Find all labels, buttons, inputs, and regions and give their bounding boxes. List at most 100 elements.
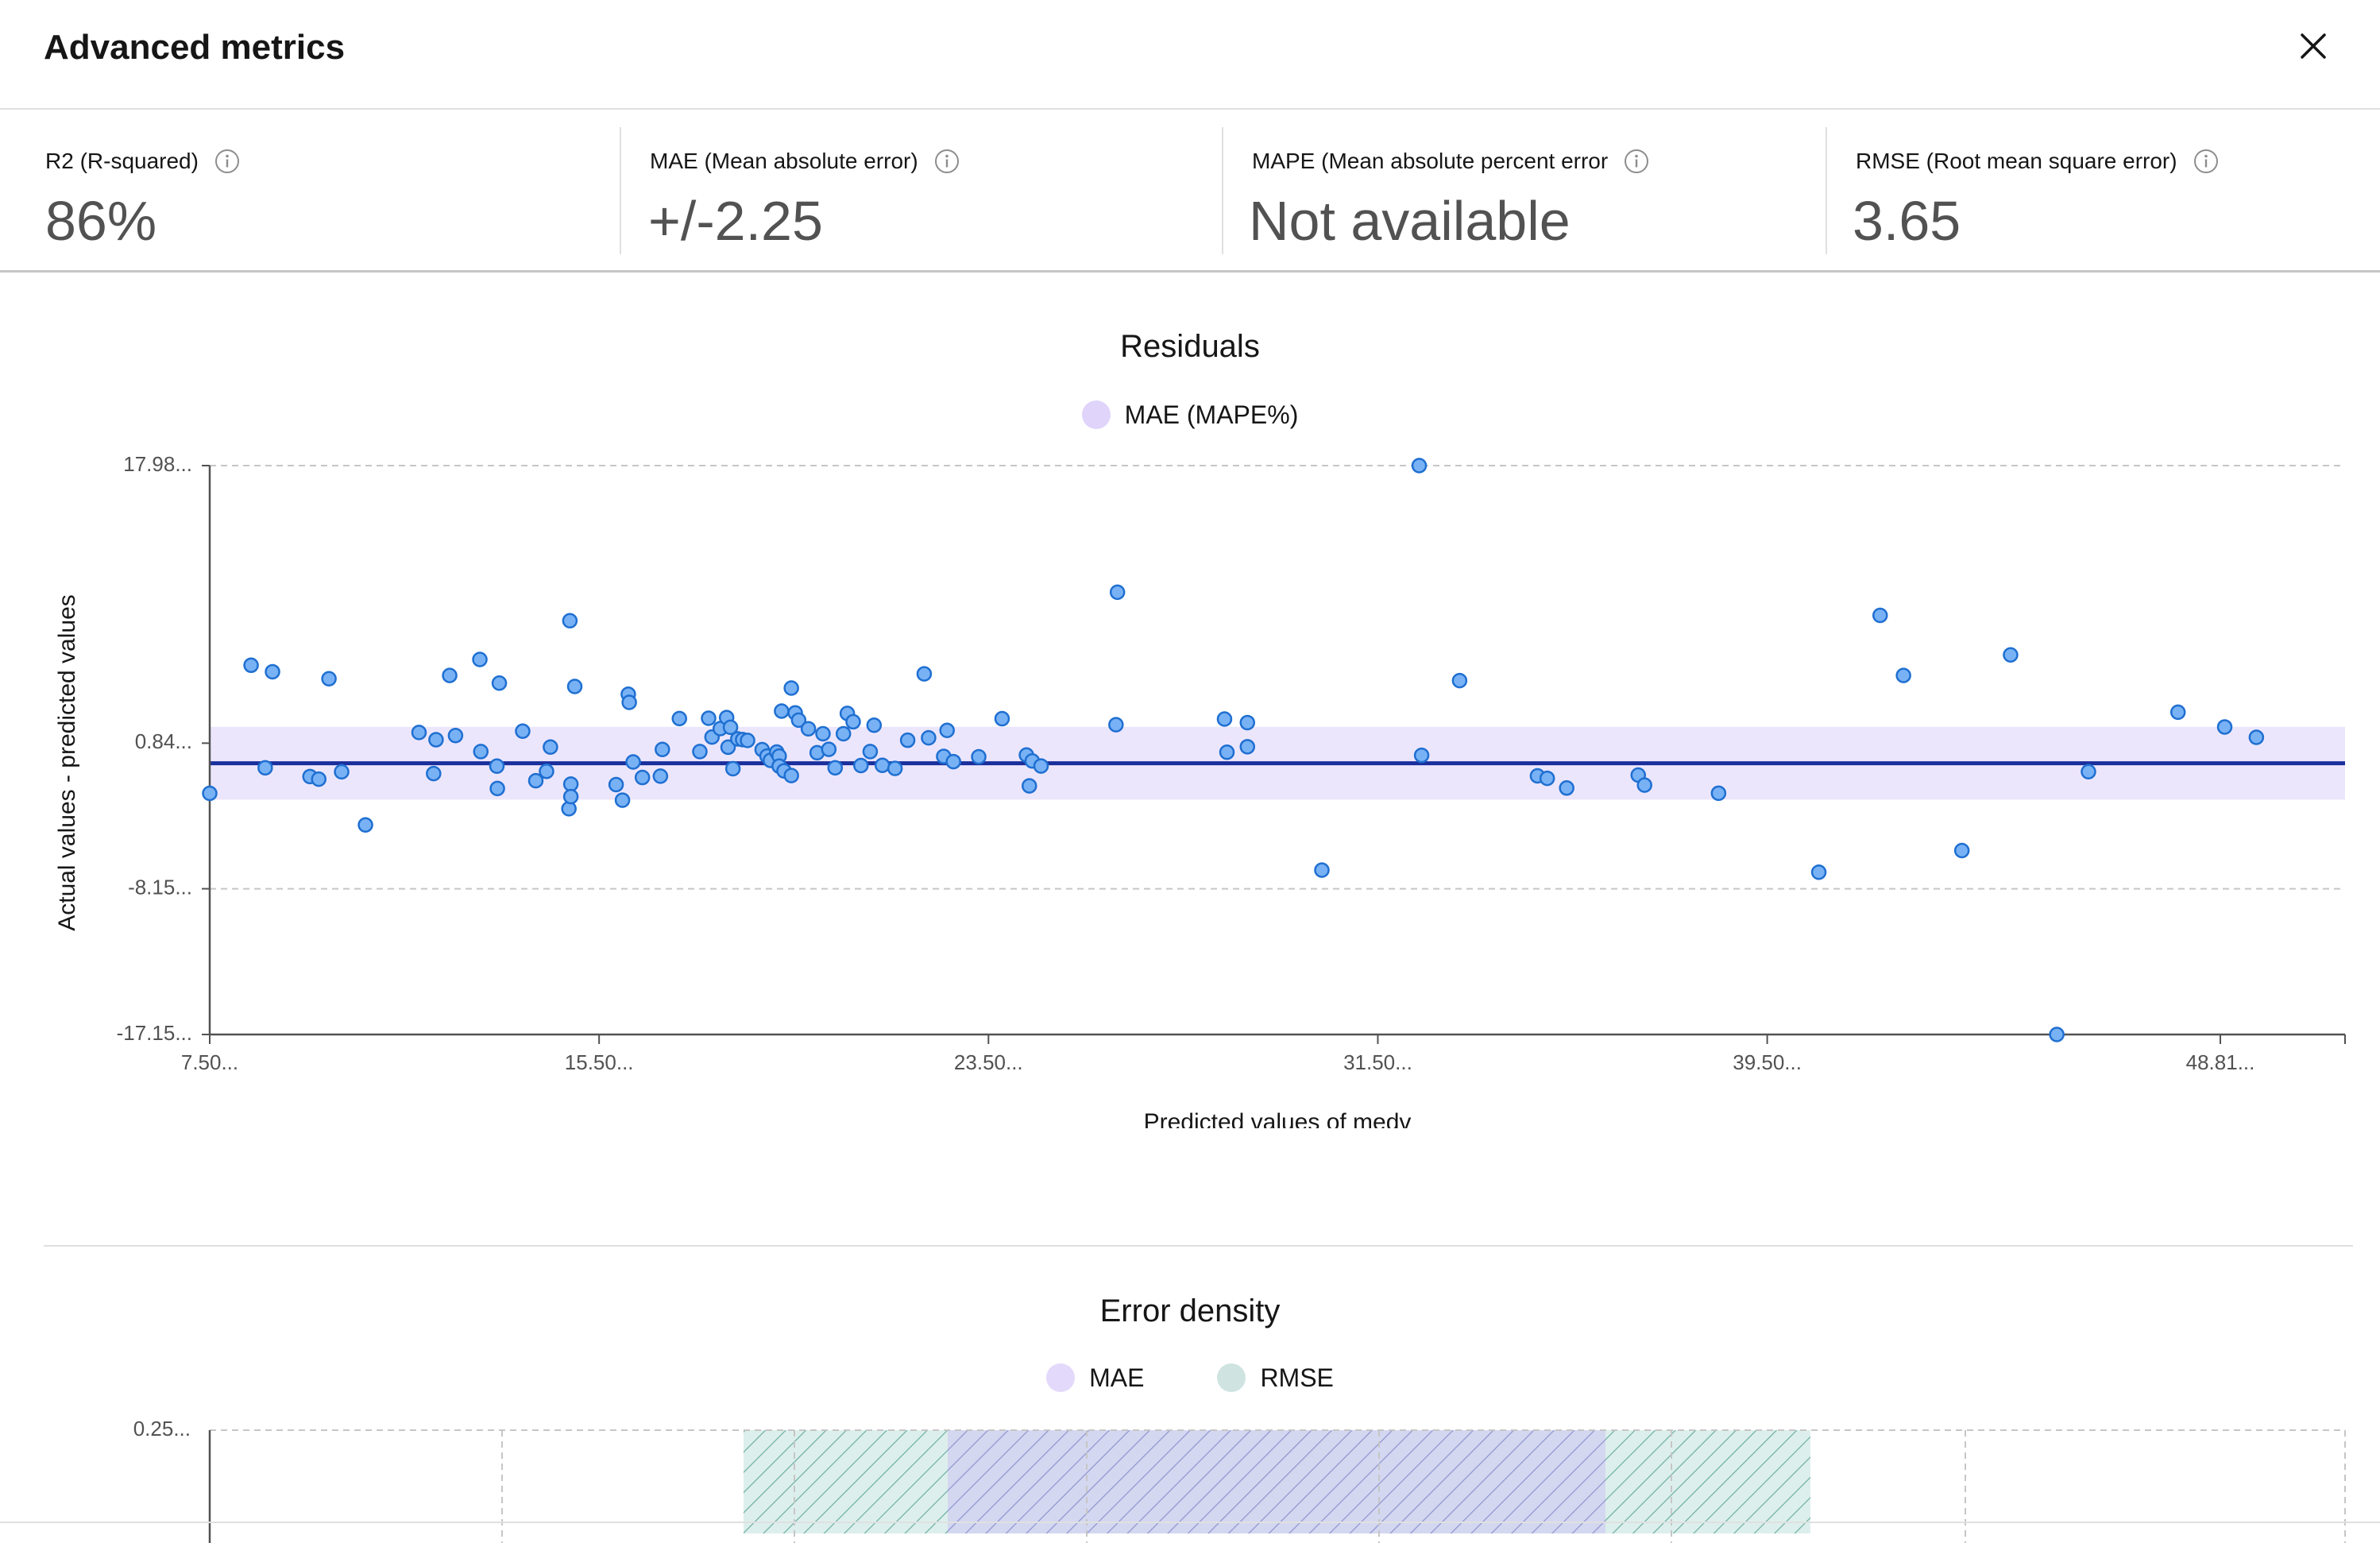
residual-point (972, 750, 986, 764)
metric-value: 3.65 (1853, 189, 1961, 253)
x-tick-label: 7.50... (181, 1050, 238, 1074)
residual-point (1412, 459, 1426, 473)
residual-point (2250, 731, 2263, 744)
residual-point (802, 722, 815, 736)
legend-label: MAE (1089, 1363, 1144, 1393)
residual-point (829, 761, 842, 775)
residual-point (775, 704, 788, 717)
residual-point (2171, 706, 2185, 719)
legend-item-rmse[interactable]: RMSE (1217, 1363, 1333, 1393)
residual-point (412, 725, 426, 739)
metric-r2: R2 (R-squared) 86% (45, 127, 617, 254)
residual-point (627, 755, 640, 768)
residual-point (266, 665, 280, 679)
residual-point (1712, 787, 1725, 800)
residual-point (854, 759, 867, 772)
bottom-border (0, 1522, 2380, 1523)
residuals-title: Residuals (0, 327, 2380, 365)
x-tick-label: 39.50... (1733, 1050, 1802, 1074)
dialog-header: Advanced metrics (0, 0, 2380, 110)
residual-point (702, 711, 716, 725)
residual-point (449, 729, 462, 742)
residual-point (785, 682, 798, 695)
residual-point (616, 794, 629, 807)
residual-point (543, 741, 557, 754)
residual-point (822, 743, 836, 756)
legend-label: MAE (MAPE%) (1125, 400, 1299, 430)
residual-point (1453, 674, 1466, 687)
x-axis-title: Predicted values of medv (1144, 1109, 1412, 1128)
residual-point (1812, 865, 1826, 879)
residual-point (654, 769, 667, 783)
residual-point (203, 787, 217, 800)
residual-point (816, 727, 829, 741)
residual-point (245, 659, 258, 672)
residual-point (1109, 718, 1122, 732)
residual-point (1560, 781, 1574, 795)
residual-point (1415, 748, 1428, 762)
close-icon (2300, 33, 2327, 60)
density-y-tick-label: 0.25... (133, 1417, 191, 1441)
metric-mae: MAE (Mean absolute error) +/-2.25 (620, 127, 1219, 254)
residual-point (564, 790, 578, 803)
x-tick-label: 48.81... (2186, 1050, 2255, 1074)
y-axis-title: Actual values - predicted values (54, 594, 80, 931)
y-tick-label: 17.98... (123, 452, 192, 476)
info-icon[interactable] (1624, 149, 1649, 174)
residual-point (693, 744, 706, 758)
residual-point (836, 727, 850, 741)
residuals-legend: MAE (MAPE%) (0, 397, 2380, 432)
residual-point (867, 718, 881, 732)
info-icon[interactable] (2193, 149, 2219, 174)
info-icon[interactable] (934, 149, 960, 174)
residual-point (875, 759, 889, 772)
error-density-legend: MAE RMSE (0, 1360, 2380, 1395)
residual-point (623, 695, 636, 709)
residual-point (741, 733, 755, 747)
legend-swatch (1046, 1363, 1075, 1392)
residual-point (1241, 740, 1254, 753)
y-tick-label: -8.15... (128, 875, 192, 899)
residual-point (941, 724, 954, 737)
legend-item-mae[interactable]: MAE (MAPE%) (1082, 400, 1299, 430)
residual-point (312, 772, 326, 786)
metric-label: RMSE (Root mean square error) (1856, 148, 2177, 175)
metric-value: 86% (45, 189, 156, 253)
residual-point (2050, 1028, 2064, 1042)
residual-point (1540, 772, 1554, 785)
residual-point (888, 762, 902, 775)
density-mae-area (948, 1430, 1605, 1533)
residual-point (921, 731, 935, 744)
residual-point (846, 715, 860, 729)
metric-label: MAE (Mean absolute error) (650, 148, 918, 175)
residual-point (2003, 648, 2017, 662)
residual-point (2081, 765, 2095, 779)
residual-point (473, 652, 487, 666)
residual-point (655, 743, 669, 756)
residual-point (563, 614, 577, 628)
x-tick-label: 31.50... (1343, 1050, 1412, 1074)
error-density-title: Error density (0, 1292, 2380, 1330)
y-tick-label: -17.15... (117, 1021, 192, 1045)
residuals-chart: 17.98... 0.84... -8.15... -17.15... 7.50... 1… (0, 429, 2380, 1128)
residual-point (726, 762, 740, 775)
section-divider (44, 1245, 2353, 1247)
residual-point (1111, 586, 1124, 599)
residual-point (2218, 720, 2231, 733)
residual-point (864, 744, 877, 758)
residual-point (1022, 779, 1036, 793)
close-button[interactable] (2288, 21, 2339, 72)
residual-point (947, 755, 960, 768)
residual-point (995, 712, 1009, 725)
metrics-row: R2 (R-squared) 86% MAE (Mean absolute er… (0, 110, 2380, 273)
residual-point (493, 676, 506, 690)
info-icon[interactable] (214, 149, 240, 174)
legend-item-mae[interactable]: MAE (1046, 1363, 1144, 1393)
residual-point (429, 733, 442, 747)
metric-mape: MAPE (Mean absolute percent error Not av… (1222, 127, 1823, 254)
residual-point (1897, 669, 1911, 683)
metric-label: R2 (R-squared) (45, 148, 199, 175)
residual-point (673, 712, 686, 725)
residual-point (1218, 712, 1231, 725)
residual-point (568, 680, 581, 694)
